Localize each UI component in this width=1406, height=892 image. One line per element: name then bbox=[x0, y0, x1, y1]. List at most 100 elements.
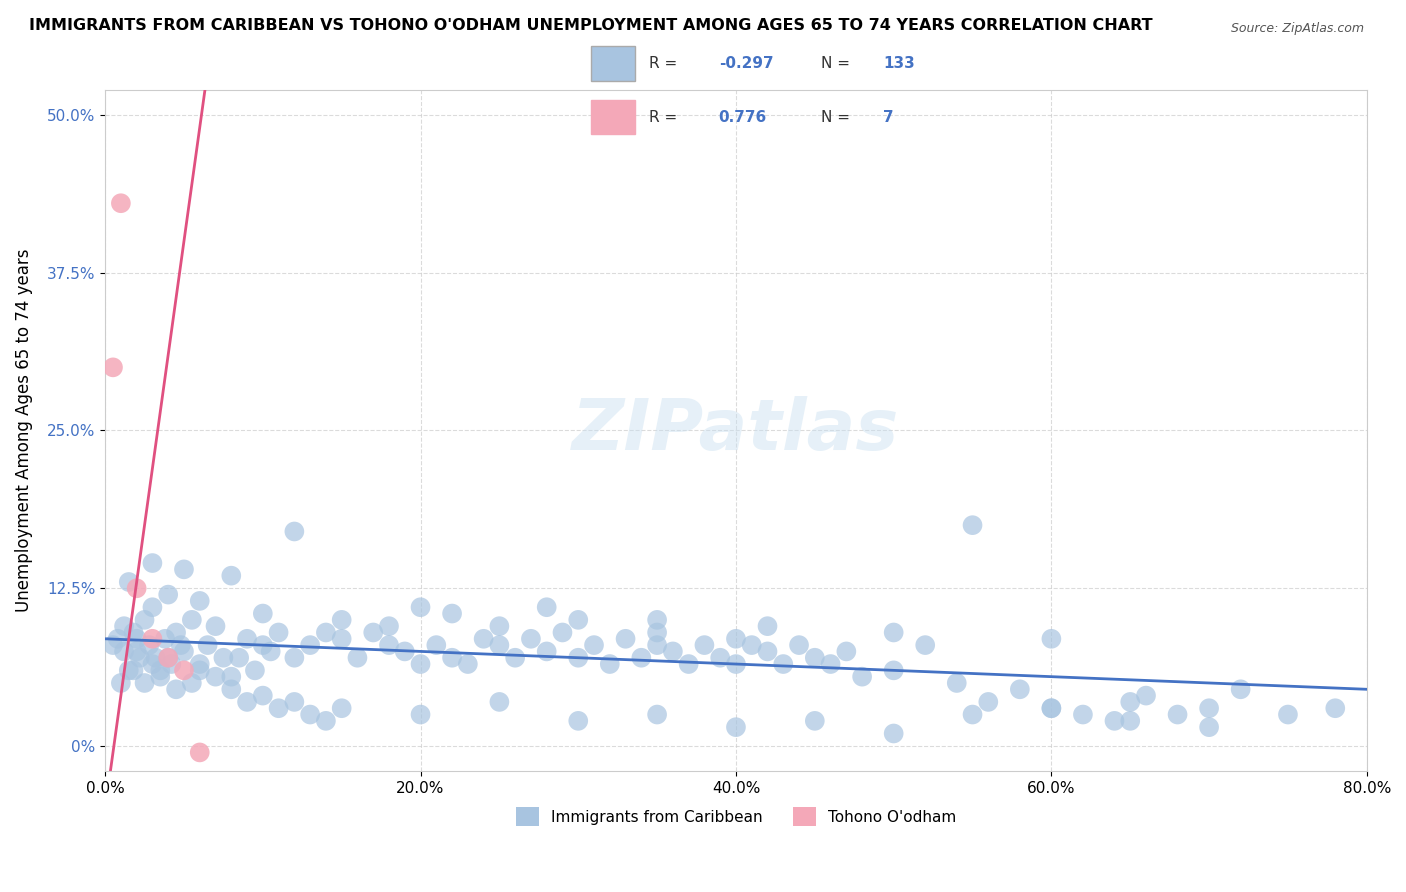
Point bbox=[804, 650, 827, 665]
Point bbox=[1198, 720, 1220, 734]
Point bbox=[299, 707, 322, 722]
Point bbox=[1119, 714, 1142, 728]
Point bbox=[204, 619, 226, 633]
Point bbox=[112, 619, 135, 633]
Point bbox=[567, 714, 589, 728]
Point bbox=[125, 644, 148, 658]
Point bbox=[134, 676, 156, 690]
Point bbox=[165, 682, 187, 697]
Text: N =: N = bbox=[821, 110, 855, 125]
Text: 0.776: 0.776 bbox=[718, 110, 768, 125]
Point bbox=[157, 650, 180, 665]
Point bbox=[883, 726, 905, 740]
Point bbox=[125, 582, 148, 596]
Point bbox=[962, 518, 984, 533]
FancyBboxPatch shape bbox=[591, 46, 634, 80]
Point bbox=[678, 657, 700, 671]
Point bbox=[441, 650, 464, 665]
Point bbox=[188, 657, 211, 671]
Point bbox=[252, 689, 274, 703]
Point bbox=[128, 650, 150, 665]
Point bbox=[283, 524, 305, 539]
Point bbox=[118, 664, 141, 678]
Point bbox=[787, 638, 810, 652]
Point bbox=[212, 650, 235, 665]
Point bbox=[693, 638, 716, 652]
Point bbox=[141, 657, 163, 671]
Point bbox=[330, 613, 353, 627]
Point bbox=[188, 664, 211, 678]
Point bbox=[149, 664, 172, 678]
Point bbox=[614, 632, 637, 646]
Point bbox=[112, 644, 135, 658]
Point bbox=[662, 644, 685, 658]
Point bbox=[1135, 689, 1157, 703]
Point bbox=[645, 638, 668, 652]
Text: IMMIGRANTS FROM CARIBBEAN VS TOHONO O'ODHAM UNEMPLOYMENT AMONG AGES 65 TO 74 YEA: IMMIGRANTS FROM CARIBBEAN VS TOHONO O'OD… bbox=[28, 18, 1153, 33]
Point bbox=[188, 746, 211, 760]
Point bbox=[125, 632, 148, 646]
Point bbox=[236, 695, 259, 709]
Point bbox=[165, 625, 187, 640]
Point bbox=[160, 657, 183, 671]
Point bbox=[170, 638, 193, 652]
Point bbox=[741, 638, 763, 652]
Text: 133: 133 bbox=[883, 56, 915, 71]
Point bbox=[567, 613, 589, 627]
Point bbox=[101, 360, 124, 375]
Point bbox=[756, 619, 779, 633]
Point bbox=[645, 707, 668, 722]
Point bbox=[315, 714, 337, 728]
Point bbox=[599, 657, 621, 671]
Point bbox=[883, 664, 905, 678]
Point bbox=[1167, 707, 1189, 722]
Point bbox=[141, 556, 163, 570]
Point bbox=[149, 670, 172, 684]
Y-axis label: Unemployment Among Ages 65 to 74 years: Unemployment Among Ages 65 to 74 years bbox=[15, 249, 32, 612]
Point bbox=[122, 664, 145, 678]
Point bbox=[425, 638, 447, 652]
Point bbox=[330, 632, 353, 646]
Text: ZIPatlas: ZIPatlas bbox=[572, 396, 900, 465]
Point bbox=[536, 644, 558, 658]
Point bbox=[315, 625, 337, 640]
Point bbox=[260, 644, 283, 658]
Point bbox=[252, 607, 274, 621]
Point bbox=[346, 650, 368, 665]
Point bbox=[157, 588, 180, 602]
Point bbox=[122, 625, 145, 640]
Point bbox=[582, 638, 605, 652]
Point bbox=[536, 600, 558, 615]
Point bbox=[551, 625, 574, 640]
Point bbox=[180, 613, 202, 627]
Point bbox=[243, 664, 266, 678]
Point bbox=[835, 644, 858, 658]
Point bbox=[267, 701, 290, 715]
Point bbox=[330, 701, 353, 715]
Point bbox=[1198, 701, 1220, 715]
Point bbox=[724, 720, 747, 734]
Point bbox=[173, 644, 195, 658]
Point bbox=[567, 650, 589, 665]
Point bbox=[134, 613, 156, 627]
Text: Source: ZipAtlas.com: Source: ZipAtlas.com bbox=[1230, 22, 1364, 36]
Point bbox=[219, 670, 242, 684]
Point bbox=[851, 670, 873, 684]
Point bbox=[772, 657, 794, 671]
Text: 7: 7 bbox=[883, 110, 894, 125]
Point bbox=[409, 657, 432, 671]
Point bbox=[110, 196, 132, 211]
Point bbox=[724, 632, 747, 646]
Point bbox=[804, 714, 827, 728]
Point bbox=[756, 644, 779, 658]
Point bbox=[409, 707, 432, 722]
Point bbox=[945, 676, 967, 690]
Point bbox=[188, 594, 211, 608]
FancyBboxPatch shape bbox=[591, 100, 634, 134]
Point bbox=[110, 676, 132, 690]
Point bbox=[409, 600, 432, 615]
Point bbox=[820, 657, 842, 671]
Text: R =: R = bbox=[650, 110, 682, 125]
Point bbox=[1040, 632, 1063, 646]
Point bbox=[1104, 714, 1126, 728]
